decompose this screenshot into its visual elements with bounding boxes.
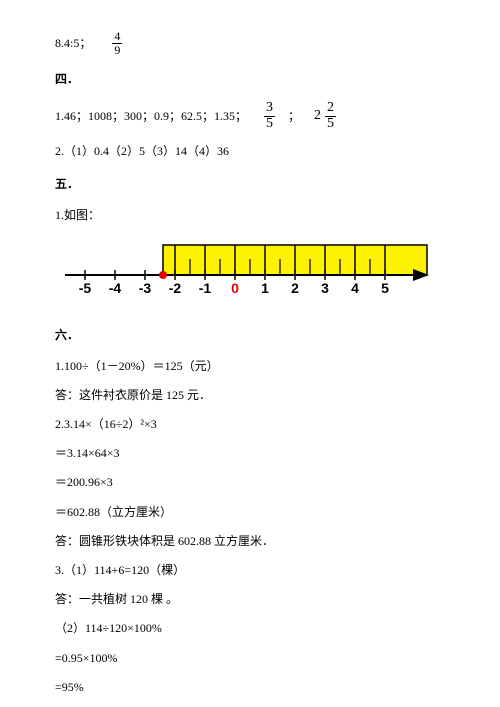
sec6-l12: =95% xyxy=(55,678,445,697)
section-4-title: 四． xyxy=(55,70,445,89)
svg-text:-3: -3 xyxy=(139,280,152,296)
svg-text:1: 1 xyxy=(261,280,269,296)
sec4-frac1: 3 5 xyxy=(264,101,275,131)
svg-text:5: 5 xyxy=(381,280,389,296)
sec4-sep: ； xyxy=(288,107,300,126)
svg-text:-5: -5 xyxy=(79,280,92,296)
sec6-l4: ＝3.14×64×3 xyxy=(55,444,445,463)
document-page: { "item8": { "text": "8.4:5；", "frac": {… xyxy=(0,0,500,707)
sec6-l9: 答：一共植树 120 棵 。 xyxy=(55,590,445,609)
item-8-fraction: 4 9 xyxy=(112,30,122,56)
svg-text:2: 2 xyxy=(291,280,299,296)
sec6-l7: 答：圆锥形铁块体积是 602.88 立方厘米． xyxy=(55,532,445,551)
sec4-line2: 2.（1）0.4（2）5（3）14（4）36 xyxy=(55,142,445,161)
sec6-l10: （2）114÷120×100% xyxy=(55,619,445,638)
sec4-line1-text: 1.46；1008；300；0.9；62.5；1.35； xyxy=(55,107,247,126)
fraction-numerator: 4 xyxy=(112,30,122,43)
fraction-denominator: 5 xyxy=(264,116,275,132)
svg-text:3: 3 xyxy=(321,280,329,296)
fraction-numerator: 2 xyxy=(325,101,336,116)
sec6-l1: 1.100÷（1－20%）＝125（元） xyxy=(55,357,445,376)
item-8-line: 8.4:5； 4 9 xyxy=(55,30,445,56)
sec6-l11: =0.95×100% xyxy=(55,649,445,668)
sec6-l5: ＝200.96×3 xyxy=(55,473,445,492)
fraction-denominator: 9 xyxy=(112,43,122,57)
sec6-l6: ＝602.88（立方厘米） xyxy=(55,503,445,522)
mixed-fraction: 2 5 xyxy=(325,101,336,131)
sec4-mixed: 2 2 5 xyxy=(314,101,339,131)
sec6-l2: 答：这件衬衣原价是 125 元． xyxy=(55,386,445,405)
section-6-title: 六． xyxy=(55,326,445,345)
sec4-line1: 1.46；1008；300；0.9；62.5；1.35； 3 5 ； 2 2 5 xyxy=(55,101,445,131)
mixed-whole: 2 xyxy=(314,105,321,127)
item-8-text: 8.4:5； xyxy=(55,34,91,53)
sec6-l8: 3.（1）114+6=120（棵） xyxy=(55,561,445,580)
svg-text:-2: -2 xyxy=(169,280,182,296)
fraction-denominator: 5 xyxy=(325,116,336,132)
sec6-l3: 2.3.14×（16÷2）²×3 xyxy=(55,415,445,434)
sec5-line1: 1.如图： xyxy=(55,206,445,225)
svg-text:0: 0 xyxy=(231,280,239,296)
numberline-figure: -5 -4 -3 -2 -1 0 1 2 3 4 5 xyxy=(55,235,445,311)
svg-text:-1: -1 xyxy=(199,280,212,296)
svg-text:-4: -4 xyxy=(109,280,122,296)
fraction-numerator: 3 xyxy=(264,101,275,116)
numberline-svg: -5 -4 -3 -2 -1 0 1 2 3 4 5 xyxy=(55,235,435,305)
svg-text:4: 4 xyxy=(351,280,359,296)
section-5-title: 五． xyxy=(55,175,445,194)
